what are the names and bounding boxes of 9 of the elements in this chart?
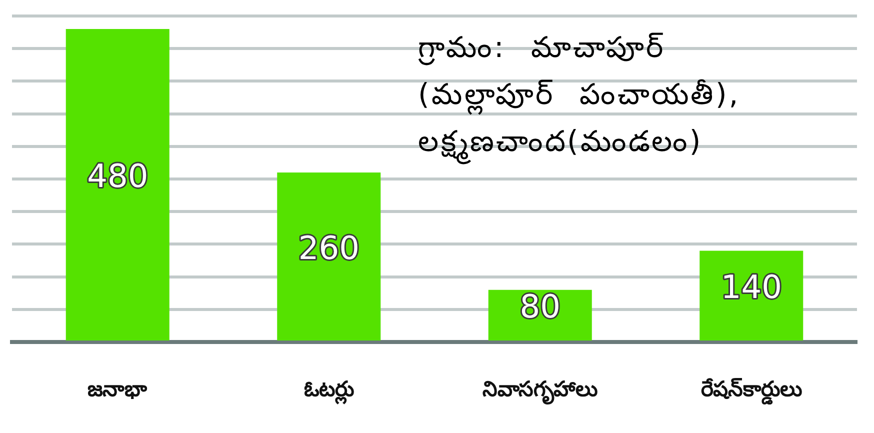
data-label: 80 bbox=[520, 287, 560, 326]
data-label: 480 bbox=[87, 157, 148, 196]
x-tick-label: ఓటర్లు bbox=[304, 377, 354, 406]
x-tick-label: జనాభా bbox=[88, 377, 148, 402]
data-label: 140 bbox=[720, 268, 782, 306]
x-tick-label: రేషన్‌కార్డులు bbox=[700, 377, 802, 406]
data-label: 260 bbox=[298, 228, 360, 267]
x-tick-label: నివాసగృహాలు bbox=[482, 377, 598, 406]
annotation: గ్రామం: మాచాపూర్ (మల్లాపూర్ పంచాయతీ), లక్ష్మణచాంద(మండలం) bbox=[418, 29, 740, 165]
